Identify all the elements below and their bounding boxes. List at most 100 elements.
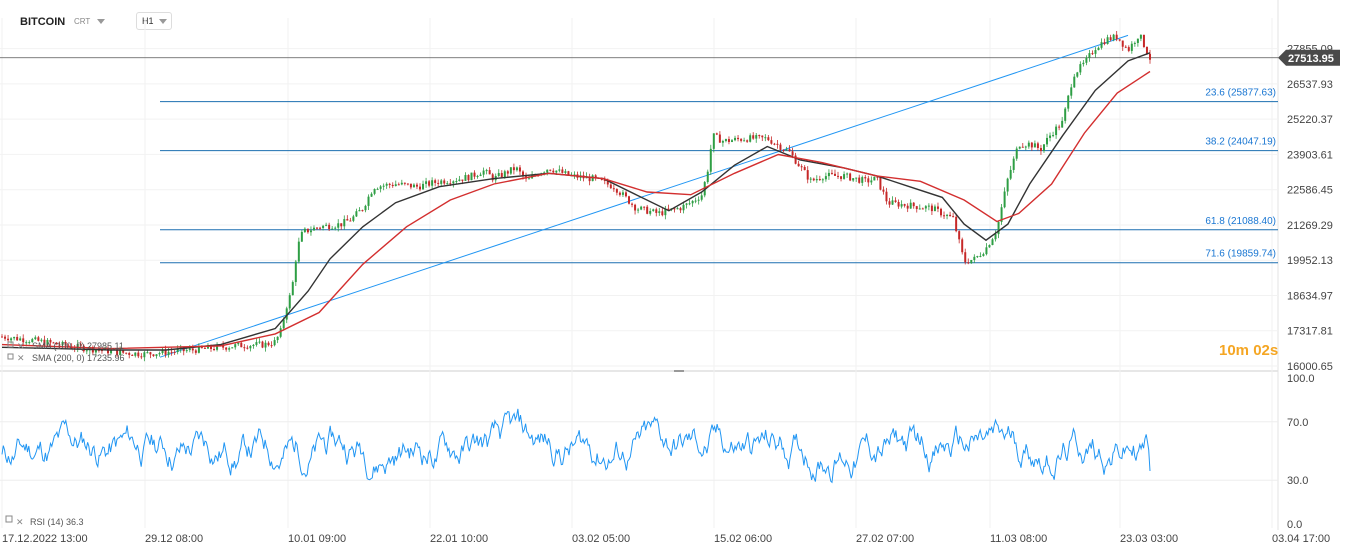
rsi-axis-tick-label: 70.0 xyxy=(1287,417,1308,429)
candle-body xyxy=(737,137,740,140)
close-icon[interactable]: ✕ xyxy=(16,517,24,527)
candle-body xyxy=(437,182,440,184)
candle-body xyxy=(621,192,624,195)
candle-body xyxy=(497,173,500,176)
candle-body xyxy=(770,140,773,144)
candle-body xyxy=(446,183,449,185)
candle-body xyxy=(367,196,370,206)
candle-body xyxy=(210,345,213,349)
candle-body xyxy=(358,210,361,212)
candle-body xyxy=(485,170,488,172)
candle-body xyxy=(476,175,479,177)
candle-body xyxy=(755,135,758,139)
candle-body xyxy=(185,350,188,352)
settings-icon[interactable] xyxy=(7,353,14,360)
close-icon[interactable]: ✕ xyxy=(17,341,25,351)
rsi-legend-label: RSI (14) 36.3 xyxy=(30,517,84,527)
candle-body xyxy=(1124,46,1127,48)
candle-body xyxy=(909,202,912,209)
candle-body xyxy=(658,211,661,213)
candle-body xyxy=(1030,142,1033,148)
candle-body xyxy=(1106,37,1109,44)
candle-body xyxy=(1088,53,1091,58)
candle-body xyxy=(434,180,437,183)
candle-body xyxy=(1149,53,1151,60)
candle-body xyxy=(682,204,685,211)
candle-body xyxy=(294,261,297,283)
settings-icon[interactable] xyxy=(7,341,14,348)
candle-body xyxy=(264,342,267,348)
candle-body xyxy=(206,345,209,349)
candle-body xyxy=(930,205,933,212)
candle-body xyxy=(316,227,319,229)
candle-body xyxy=(918,208,921,210)
candle-body xyxy=(994,234,997,240)
candle-body xyxy=(846,173,849,175)
candle-body xyxy=(509,167,512,174)
candle-body xyxy=(882,189,885,192)
candle-body xyxy=(1052,135,1055,137)
candle-body xyxy=(46,339,49,346)
candle-body xyxy=(764,137,767,139)
candle-body xyxy=(1139,34,1142,39)
candle-body xyxy=(158,353,161,355)
candle-body xyxy=(991,239,994,246)
candle-body xyxy=(67,345,70,347)
candle-body xyxy=(473,172,476,177)
candle-body xyxy=(979,255,982,257)
time-axis-tick-label: 17.12.2022 13:00 xyxy=(2,533,88,545)
time-axis-tick-label: 29.12 08:00 xyxy=(145,533,203,545)
candle-body xyxy=(331,228,334,230)
candle-body xyxy=(970,259,973,264)
timeframe-select[interactable]: H1 xyxy=(136,12,172,30)
candle-body xyxy=(855,177,858,179)
candle-body xyxy=(718,134,721,143)
candle-body xyxy=(119,350,122,355)
price-axis-tick-label: 22586.45 xyxy=(1287,185,1333,197)
symbol-chevron-down-icon[interactable] xyxy=(97,19,105,24)
candle-body xyxy=(561,169,564,173)
candle-body xyxy=(649,210,652,214)
candle-body xyxy=(803,166,806,171)
candle-body xyxy=(237,342,240,345)
candle-body xyxy=(146,352,149,354)
candle-body xyxy=(1039,147,1042,151)
candle-body xyxy=(506,171,509,174)
candle-body xyxy=(325,224,328,226)
candle-body xyxy=(1100,42,1103,48)
candle-body xyxy=(346,219,349,221)
candle-body xyxy=(833,173,836,176)
trendline[interactable] xyxy=(159,34,1129,358)
candle-body xyxy=(364,205,367,211)
settings-icon[interactable] xyxy=(5,515,13,523)
candle-body xyxy=(797,163,800,167)
candle-body xyxy=(740,139,743,141)
candle-body xyxy=(688,203,691,205)
instrument-symbol[interactable]: BITCOIN xyxy=(20,16,66,28)
candle-body xyxy=(873,176,876,181)
candle-body xyxy=(125,352,128,354)
candle-body xyxy=(700,195,703,200)
rsi-axis-tick-label: 100.0 xyxy=(1287,373,1315,385)
close-icon[interactable]: ✕ xyxy=(17,353,25,363)
candle-body xyxy=(897,202,900,207)
candle-body xyxy=(1082,62,1085,65)
rsi-line xyxy=(1,408,1151,484)
candle-body xyxy=(343,219,346,227)
candle-body xyxy=(94,349,97,353)
candle-body xyxy=(328,224,331,230)
candle-body xyxy=(4,336,7,339)
candle-body xyxy=(258,341,261,343)
candle-body xyxy=(800,166,803,168)
candle-body xyxy=(34,337,37,340)
candle-body xyxy=(612,188,615,190)
fibonacci-level-label: 38.2 (24047.19) xyxy=(1205,137,1276,148)
price-axis-tick-label: 21269.29 xyxy=(1287,220,1333,232)
candle-body xyxy=(1021,146,1024,148)
candle-body xyxy=(685,203,688,205)
candle-body xyxy=(1118,39,1121,41)
candle-body xyxy=(815,179,818,181)
candle-body xyxy=(788,149,791,152)
price-axis-tick-label: 25220.37 xyxy=(1287,114,1333,126)
